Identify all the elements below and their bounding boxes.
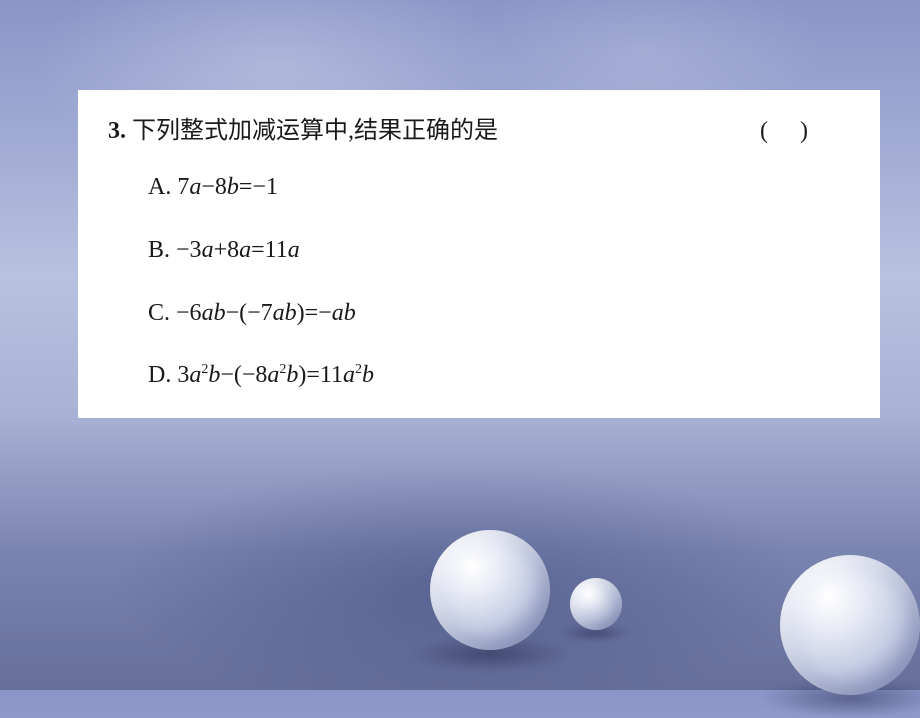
question-card: 3. 下列整式加减运算中,结果正确的是 () A. 7a−8b=−1 B. −3… [78,90,880,418]
option-a: A. 7a−8b=−1 [148,173,840,202]
option-d-label: D. [148,362,171,388]
option-c-expr: −6ab−(−7ab)=−ab [176,300,356,326]
option-c: C. −6ab−(−7ab)=−ab [148,299,840,328]
option-b-expr: −3a+8a=11a [176,237,300,263]
question-text: 下列整式加减运算中,结果正确的是 [132,110,498,145]
decorative-sphere-2 [570,578,622,630]
decorative-sphere-1 [430,530,550,650]
option-b-label: B. [148,237,170,263]
paren-open: ( [760,118,800,144]
option-b: B. −3a+8a=11a [148,236,840,265]
question-row: 3. 下列整式加减运算中,结果正确的是 () [108,110,840,145]
option-a-label: A. [148,174,171,200]
paren-close: ) [800,118,840,144]
answer-parentheses: () [760,118,840,145]
question-number: 3. [108,118,126,145]
decorative-sphere-3 [780,555,920,695]
option-d: D. 3a2b−(−8a2b)=11a2b [148,361,840,390]
option-d-expr: 3a2b−(−8a2b)=11a2b [177,362,374,388]
option-c-label: C. [148,300,170,326]
option-a-expr: 7a−8b=−1 [177,174,278,200]
